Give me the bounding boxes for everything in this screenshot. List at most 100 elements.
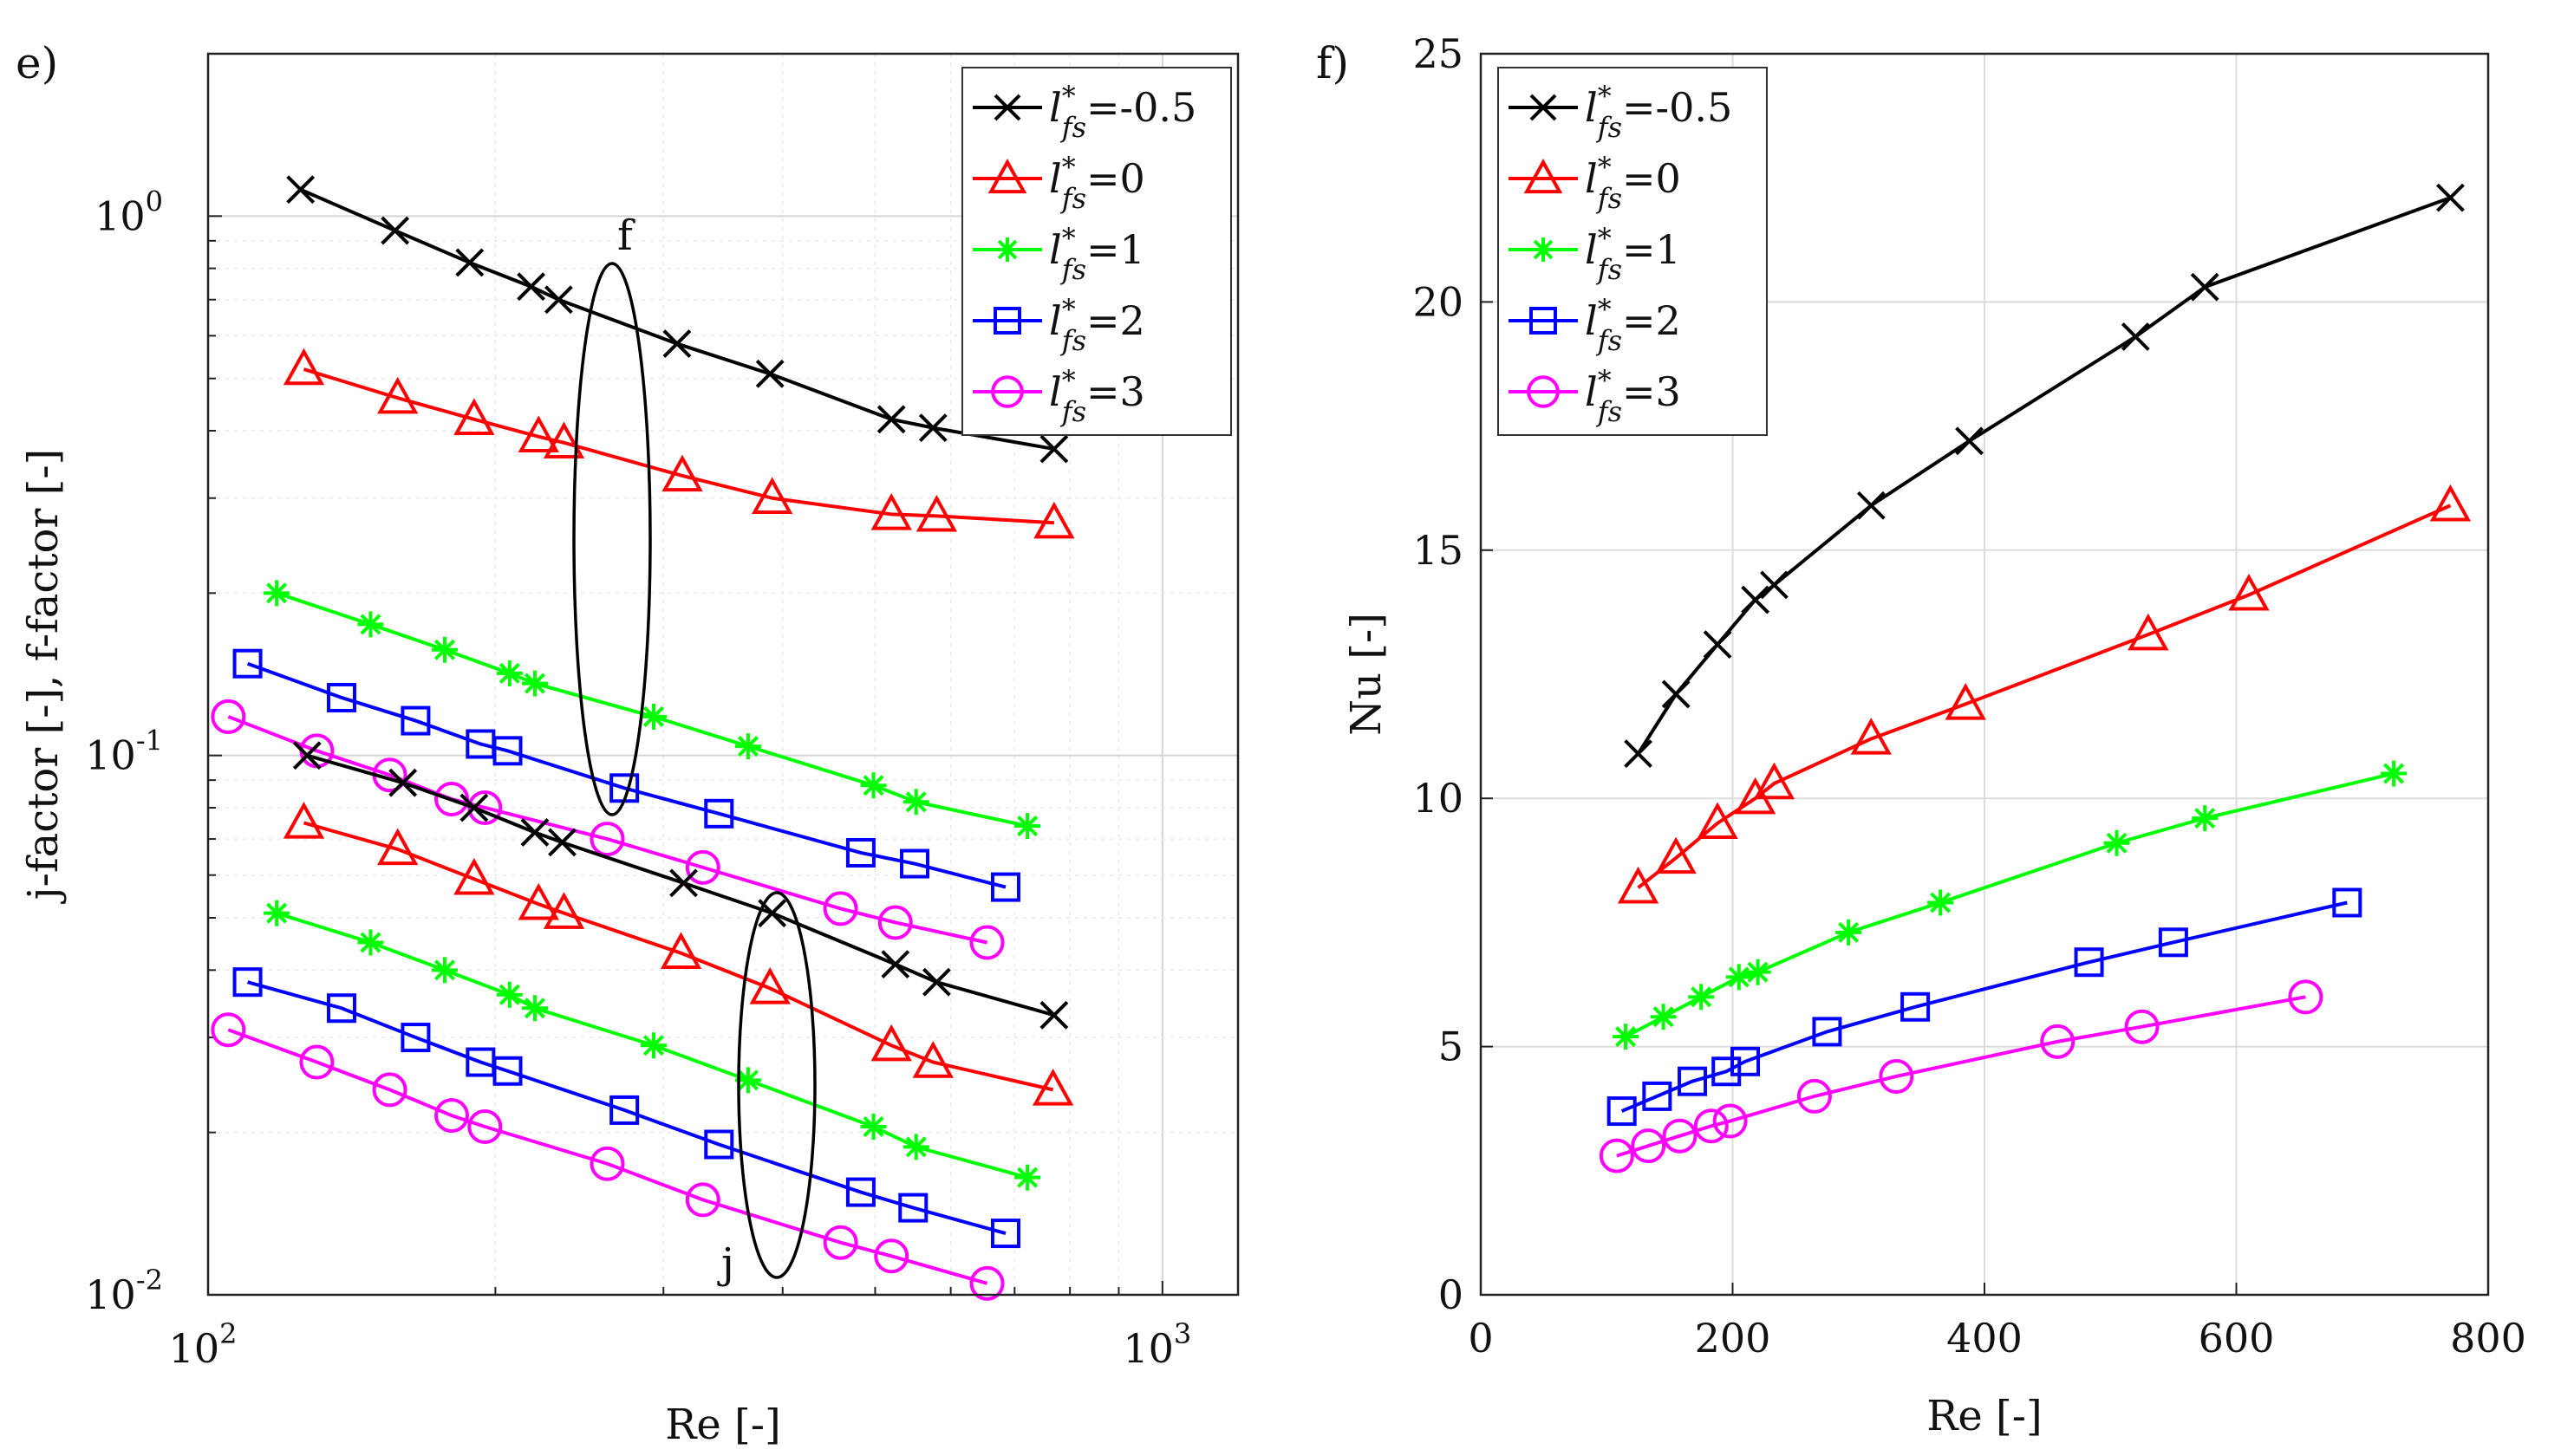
e-point-j-3-5 — [609, 1095, 640, 1125]
e-point-f-2-1 — [357, 611, 384, 638]
e-series-line-f-2 — [276, 591, 1028, 829]
f-point-1-6 — [1945, 682, 1986, 720]
e-series-line-j-1 — [303, 821, 1054, 1092]
e-point-f-1-2 — [453, 398, 495, 436]
e-legend-marker-0 — [994, 94, 1021, 121]
e-point-j-0-0 — [292, 741, 322, 770]
e-point-f-2-7 — [860, 772, 887, 799]
legend-value: =0 — [1622, 155, 1681, 202]
e-point-f-3-4 — [492, 736, 523, 766]
e-point-j-2-0 — [264, 900, 290, 926]
legend-var: l — [1585, 155, 1598, 202]
e-point-j-4-9 — [969, 1265, 1005, 1301]
e-point-j-1-5 — [660, 932, 702, 969]
e-point-j-2-2 — [431, 957, 458, 984]
f-legend-marker-0 — [1529, 94, 1557, 121]
f-series-line-3 — [1620, 900, 2348, 1113]
e-point-f-0-9 — [1039, 434, 1069, 464]
f-point-3-0 — [1606, 1096, 1637, 1127]
e-point-f-2-0 — [264, 580, 290, 607]
f-point-1-9 — [2429, 484, 2472, 522]
e-point-f-2-6 — [734, 733, 761, 760]
e-point-j-0-3 — [520, 818, 550, 847]
legend-sub: fs — [1060, 253, 1086, 286]
e-xtick-label-0: 102 — [169, 1317, 238, 1372]
e-point-j-1-3 — [518, 882, 559, 920]
f-point-3-4 — [1730, 1046, 1761, 1076]
e-legend-label-0: l* fs=-0.5 — [1049, 80, 1196, 144]
f-legend-label-2: l* fs=1 — [1585, 222, 1681, 286]
legend-var: l — [1585, 84, 1598, 131]
e-point-j-2-5 — [640, 1032, 667, 1059]
legend-sub: fs — [1596, 253, 1622, 286]
e-legend-label-1: l* fs=0 — [1049, 151, 1145, 215]
legend-value: =1 — [1622, 226, 1681, 273]
e-point-f-0-4 — [544, 285, 573, 315]
f-point-4-3 — [1693, 1108, 1729, 1144]
e-point-f-0-7 — [876, 405, 906, 434]
e-point-f-0-1 — [381, 216, 410, 245]
e-point-f-3-0 — [232, 648, 263, 679]
e-series-line-j-0 — [306, 753, 1055, 1017]
legend-sup: * — [1062, 293, 1076, 326]
f-xtick-label-4: 800 — [2450, 1315, 2526, 1362]
legend-sub: fs — [1060, 182, 1086, 215]
f-point-2-2 — [1688, 984, 1715, 1011]
e-point-j-4-2 — [372, 1072, 407, 1108]
f-point-0-8 — [2190, 272, 2219, 302]
panel-e-ylabel: j-factor [-], f-factor [-] — [19, 449, 68, 905]
f-series-line-0 — [1636, 196, 2452, 755]
e-point-j-3-8 — [898, 1193, 929, 1223]
e-point-f-2-3 — [496, 660, 523, 686]
f-point-4-8 — [2124, 1009, 2160, 1044]
legend-sup: * — [1062, 151, 1076, 184]
e-point-j-4-5 — [590, 1146, 625, 1181]
panel-e-chart: e) 102 103 10-2 10-1 100 f j Re [-] j-factor… — [16, 38, 1240, 1449]
e-point-f-3-9 — [990, 872, 1020, 902]
e-point-f-4-8 — [877, 905, 913, 940]
legend-sub: fs — [1060, 111, 1086, 144]
f-point-0-2 — [1703, 630, 1732, 660]
legend-var: l — [1049, 155, 1062, 202]
e-point-j-1-6 — [749, 967, 791, 1004]
f-point-4-7 — [2040, 1024, 2076, 1059]
f-point-1-0 — [1617, 866, 1659, 904]
e-legend-marker-1 — [987, 158, 1027, 194]
f-point-2-6 — [1927, 889, 1954, 916]
panel-f-series — [1599, 183, 2472, 1173]
f-point-4-1 — [1631, 1128, 1666, 1164]
e-point-f-4-0 — [211, 699, 246, 734]
e-point-f-4-6 — [685, 849, 720, 885]
f-point-4-6 — [1879, 1058, 1914, 1094]
f-point-1-2 — [1697, 802, 1738, 840]
legend-sup: * — [1598, 293, 1612, 326]
f-point-2-7 — [2103, 829, 2130, 856]
j-annotation: j — [717, 1239, 734, 1288]
e-point-f-3-1 — [326, 682, 356, 712]
e-point-j-4-7 — [823, 1225, 858, 1260]
panel-e-label: e) — [16, 38, 58, 88]
legend-sup: * — [1598, 80, 1612, 113]
legend-var: l — [1585, 226, 1598, 273]
e-point-f-0-5 — [662, 329, 692, 358]
panel-f-label: f) — [1316, 38, 1349, 88]
f-ytick-label-0: 0 — [1438, 1271, 1463, 1318]
e-point-j-0-4 — [548, 828, 577, 857]
legend-value: =3 — [1622, 368, 1681, 415]
e-legend-marker-4 — [991, 375, 1024, 408]
e-ytick-label-1: 10-1 — [85, 725, 163, 779]
e-series-line-f-3 — [246, 661, 1007, 889]
e-point-f-0-6 — [755, 359, 785, 388]
f-point-3-9 — [2332, 887, 2362, 918]
panel-f-xlabel: Re [-] — [1926, 1392, 2042, 1440]
e-series-line-f-0 — [299, 187, 1055, 452]
legend-value: =-0.5 — [1622, 84, 1732, 131]
legend-var: l — [1585, 297, 1598, 344]
e-point-j-2-8 — [903, 1134, 929, 1160]
e-point-f-3-8 — [900, 848, 930, 879]
e-series-line-j-2 — [276, 911, 1028, 1180]
f-point-2-8 — [2192, 805, 2219, 832]
legend-sup: * — [1598, 222, 1612, 255]
e-point-j-0-9 — [1039, 1000, 1069, 1030]
f-point-0-4 — [1760, 570, 1789, 600]
